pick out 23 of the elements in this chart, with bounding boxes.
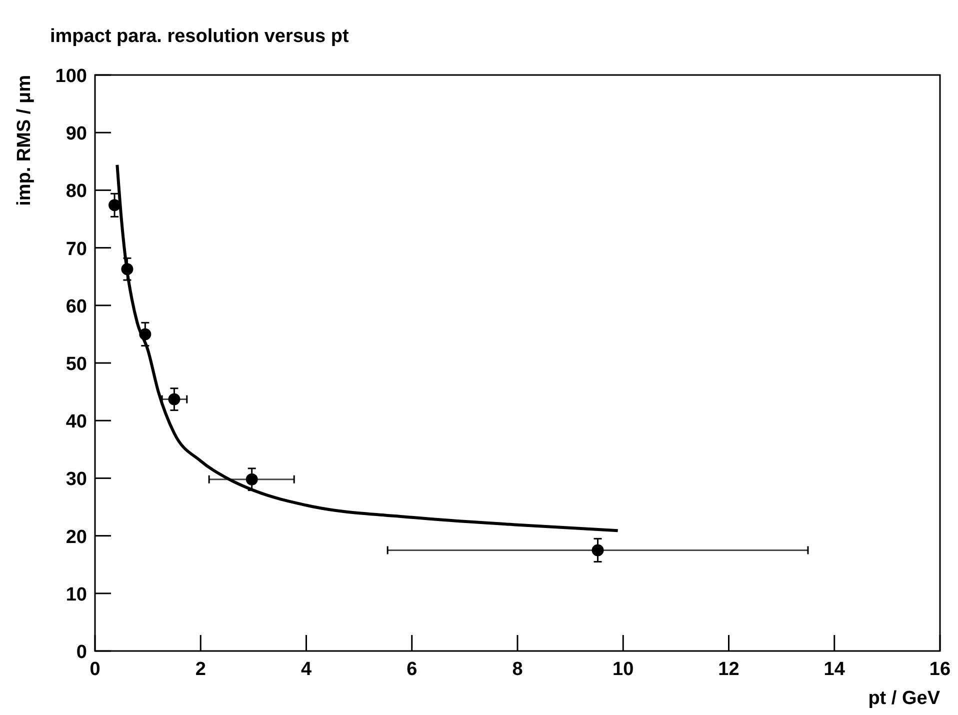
y-tick-label: 10 bbox=[66, 584, 87, 606]
x-tick-label: 10 bbox=[612, 659, 634, 680]
y-tick-label: 30 bbox=[66, 469, 87, 490]
x-tick-label: 14 bbox=[824, 659, 846, 680]
x-tick-label: 6 bbox=[406, 659, 418, 680]
x-tick-label: 4 bbox=[300, 659, 312, 680]
y-tick-label: 60 bbox=[66, 296, 87, 318]
y-tick-label: 90 bbox=[66, 124, 87, 145]
y-tick-label: 80 bbox=[66, 181, 87, 202]
y-tick-label: 40 bbox=[66, 412, 87, 433]
y-tick-label: 20 bbox=[66, 526, 87, 548]
x-tick-label: 16 bbox=[929, 659, 951, 680]
x-tick-label: 12 bbox=[718, 659, 740, 680]
x-axis-title: pt / GeV bbox=[868, 688, 940, 709]
y-axis-title: imp. RMS / μm bbox=[14, 75, 35, 206]
x-tick-label: 2 bbox=[195, 659, 206, 680]
x-tick-label: 0 bbox=[90, 659, 100, 680]
x-tick-label: 8 bbox=[512, 659, 523, 680]
y-tick-label: 50 bbox=[66, 354, 87, 375]
y-tick-label: 70 bbox=[66, 238, 87, 260]
y-tick-label: 100 bbox=[55, 66, 87, 87]
chart-title: impact para. resolution versus pt bbox=[50, 26, 350, 47]
y-tick-label: 0 bbox=[76, 642, 87, 663]
